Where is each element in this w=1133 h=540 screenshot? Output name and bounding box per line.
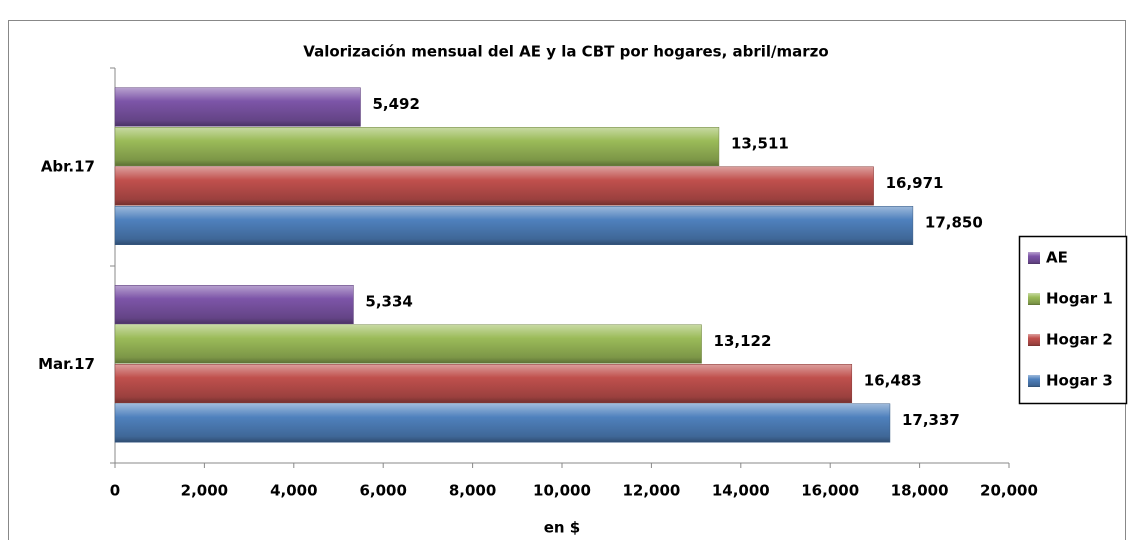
value-label: 13,511: [731, 135, 789, 153]
x-axis-label: en $: [544, 519, 581, 537]
legend-label: Hogar 3: [1046, 372, 1113, 390]
x-tick-label: 8,000: [449, 482, 496, 500]
legend-swatch: [1028, 375, 1040, 387]
x-tick-label: 18,000: [891, 482, 949, 500]
value-label: 5,334: [365, 293, 412, 311]
bar: [114, 166, 874, 206]
y-tick-label: Mar.17: [38, 355, 95, 373]
x-tick-label: 6,000: [359, 482, 406, 500]
y-tick-label: Abr.17: [41, 157, 95, 175]
x-tick-label: 14,000: [712, 482, 770, 500]
x-tick-label: 4,000: [270, 482, 317, 500]
bar: [114, 87, 361, 127]
legend-label: Hogar 1: [1046, 290, 1113, 308]
bar: [114, 364, 853, 403]
bar: [114, 206, 914, 245]
x-tick-label: 20,000: [980, 482, 1038, 500]
x-tick-label: 2,000: [181, 482, 228, 500]
x-tick-label: 10,000: [533, 482, 591, 500]
legend-label: Hogar 2: [1046, 331, 1113, 349]
x-tick-label: 0: [110, 482, 120, 500]
legend-label: AE: [1046, 249, 1068, 267]
chart-title: Valorización mensual del AE y la CBT por…: [303, 43, 828, 61]
value-label: 17,337: [902, 411, 960, 429]
bar: [114, 127, 720, 166]
value-label: 13,122: [714, 332, 772, 350]
value-label: 17,850: [925, 214, 983, 232]
bar: [114, 285, 354, 324]
bar: [114, 403, 891, 443]
bar: [114, 324, 702, 364]
legend-swatch: [1028, 252, 1040, 264]
legend-swatch: [1028, 334, 1040, 346]
value-label: 16,483: [864, 372, 922, 390]
value-label: 16,971: [886, 174, 944, 192]
value-label: 5,492: [372, 95, 419, 113]
x-tick-label: 12,000: [622, 482, 680, 500]
x-tick-label: 16,000: [801, 482, 859, 500]
legend-swatch: [1028, 293, 1040, 305]
